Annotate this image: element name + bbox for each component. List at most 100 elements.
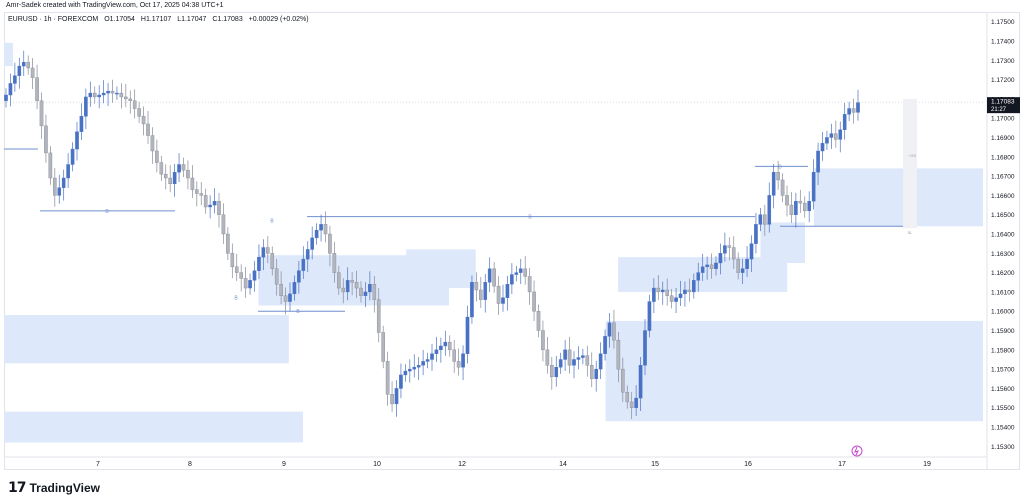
candle-body: [523, 268, 527, 277]
candle-body: [576, 357, 581, 360]
candle-body: [447, 341, 452, 351]
candle-body: [21, 61, 26, 67]
last-price-tag: [987, 97, 1020, 114]
candle-body: [168, 177, 172, 185]
candle-body: [674, 297, 678, 302]
candle-body: [150, 135, 155, 152]
candle-body: [328, 233, 332, 254]
candle-body: [44, 125, 48, 154]
candle-body: [13, 75, 17, 84]
candle-body: [474, 282, 479, 291]
candle-body: [163, 173, 168, 179]
price-tick-label: 1.15500: [991, 405, 1015, 412]
time-tick-label: 14: [559, 461, 567, 468]
candle-body: [17, 65, 22, 76]
candle-body: [776, 172, 780, 181]
candle-body: [261, 247, 266, 258]
tradingview-logo[interactable]: 17 TradingView: [8, 480, 100, 496]
candle-body: [97, 94, 101, 98]
candle-body: [487, 268, 492, 283]
candle-body: [159, 162, 164, 175]
time-tick-label: 12: [458, 461, 466, 468]
price-tick-label: 1.17400: [991, 38, 1015, 45]
candle-body: [665, 289, 669, 296]
candle-body: [465, 316, 470, 354]
candle-body: [425, 359, 430, 362]
candle-body: [177, 164, 181, 173]
candle-body: [106, 90, 110, 94]
ohlc-open: O1.17054: [104, 16, 135, 23]
candle-body: [647, 301, 652, 331]
stop-loss-label: SL: [908, 230, 914, 235]
candle-body: [558, 359, 563, 368]
time-tick-label: 8: [188, 461, 192, 468]
candle-body: [541, 330, 545, 351]
candle-body: [660, 289, 665, 293]
candle-body: [239, 272, 243, 279]
candle-body: [337, 272, 341, 289]
supply-demand-zone: [760, 222, 805, 263]
candle-body: [430, 353, 434, 360]
candle-body: [825, 137, 829, 144]
projection-box: [903, 98, 917, 229]
candle-body: [763, 214, 767, 225]
candle-body: [390, 394, 394, 405]
candle-body: [8, 83, 13, 96]
candle-body: [585, 355, 590, 366]
price-tick-label: 1.17300: [991, 58, 1015, 65]
candle-body: [749, 243, 754, 260]
candle-body: [629, 401, 634, 408]
supply-demand-zone: [406, 249, 476, 289]
candle-body: [700, 266, 705, 273]
candle-body: [226, 233, 230, 254]
candle-body: [527, 276, 532, 293]
candle-body: [292, 282, 297, 295]
candle-body: [851, 108, 856, 113]
time-tick-label: 15: [651, 461, 659, 468]
candle-body: [638, 365, 643, 399]
break-label: B: [528, 215, 532, 221]
candle-body: [408, 368, 412, 372]
candle-body: [132, 100, 137, 109]
candle-body: [57, 187, 62, 196]
candle-body: [723, 245, 727, 254]
candle-body: [847, 108, 851, 115]
candle-body: [794, 200, 798, 215]
candle-body: [621, 368, 625, 393]
candle-body: [323, 224, 328, 235]
candle-body: [372, 283, 377, 300]
candle-body: [563, 349, 567, 360]
candle-body: [780, 179, 785, 196]
break-label: B: [778, 164, 782, 170]
candle-body: [434, 349, 439, 354]
candle-body: [754, 224, 758, 244]
candle-body: [124, 96, 128, 100]
candle-body: [146, 123, 150, 136]
candle-body: [359, 287, 363, 296]
symbol-name[interactable]: EURUSD · 1h · FOREXCOM: [8, 16, 99, 23]
candle-body: [385, 361, 390, 395]
candle-body: [727, 245, 732, 248]
candle-body: [421, 361, 425, 366]
candle-body: [381, 332, 385, 362]
price-tick-label: 1.16400: [991, 232, 1015, 239]
candle-body: [842, 114, 847, 130]
candle-body: [101, 92, 106, 96]
ohlc-close: C1.17083: [212, 16, 243, 23]
candle-body: [310, 237, 314, 250]
candle-body: [829, 133, 834, 138]
ohlc-low: L1.17047: [177, 16, 207, 23]
candle-body: [625, 392, 630, 403]
candle-body: [190, 177, 195, 190]
candle-body: [30, 67, 35, 78]
candle-body: [212, 200, 217, 206]
ohlc-change: +0.00029 (+0.02%): [248, 16, 309, 23]
candle-body: [376, 299, 381, 333]
candle-body: [736, 258, 740, 273]
candle-body: [567, 349, 572, 366]
candle-body: [270, 253, 275, 269]
candle-body: [319, 224, 323, 231]
countdown-timer: 21:27: [991, 107, 1007, 113]
candle-body: [266, 247, 270, 254]
